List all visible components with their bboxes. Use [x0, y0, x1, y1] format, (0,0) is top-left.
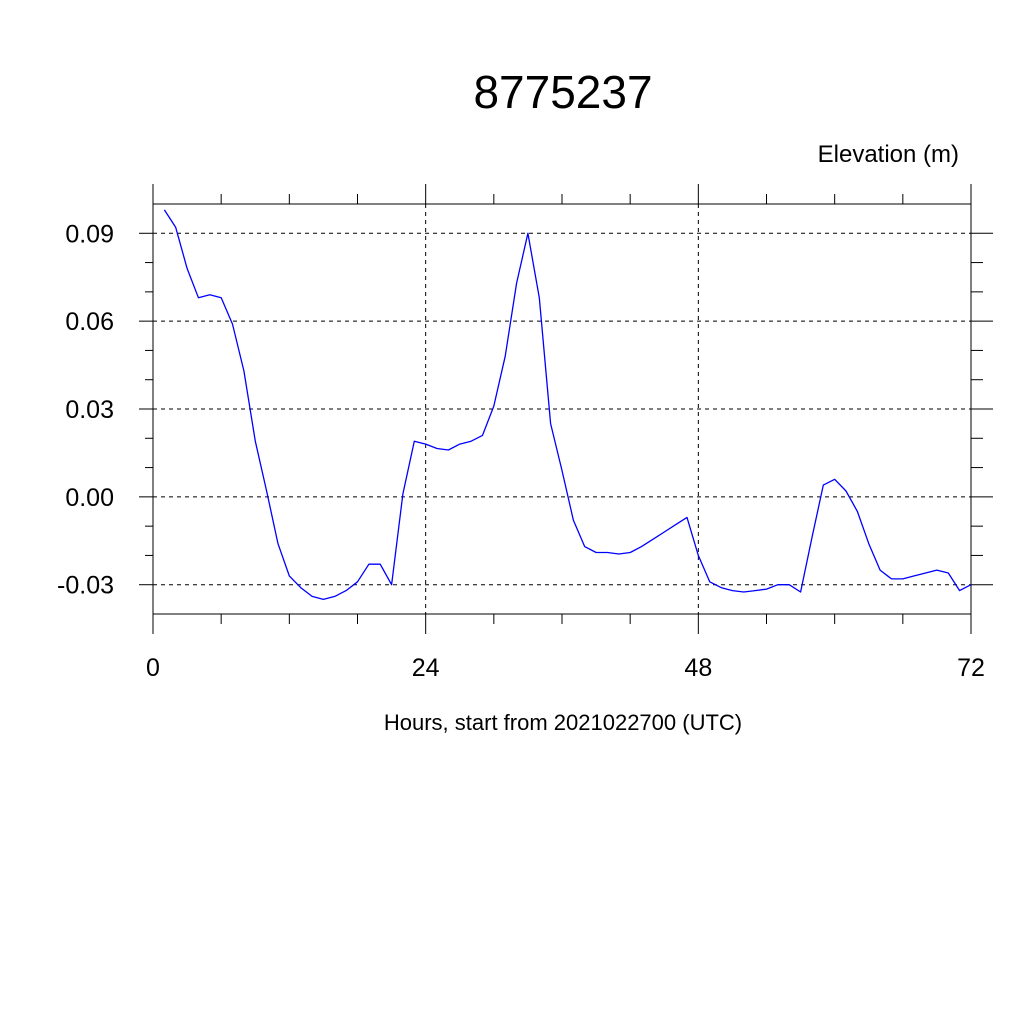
series-layer	[163, 209, 972, 601]
y-tick-label: 0.06	[65, 308, 114, 336]
x-tick-label: 0	[146, 654, 160, 682]
y-tick-label: 0.00	[65, 484, 114, 512]
plot-frame	[152, 203, 972, 615]
gridlines	[153, 204, 972, 614]
x-axis-label: Hours, start from 2021022700 (UTC)	[384, 710, 742, 735]
x-tick-label: 24	[412, 654, 440, 682]
y-tick-label: -0.03	[57, 572, 114, 600]
x-tick-label: 72	[957, 654, 985, 682]
y-tick-label: 0.03	[65, 396, 114, 424]
units-label: Elevation (m)	[818, 141, 959, 168]
elevation-series-line	[163, 209, 972, 601]
x-tick-label: 48	[684, 654, 712, 682]
axis-ticks	[139, 184, 993, 634]
tick-labels: 0.09 0.06 0.03 0.00 -0.03 0 24 48 72	[57, 220, 985, 682]
y-tick-label: 0.09	[65, 220, 114, 248]
chart-title: 8775237	[473, 66, 652, 118]
